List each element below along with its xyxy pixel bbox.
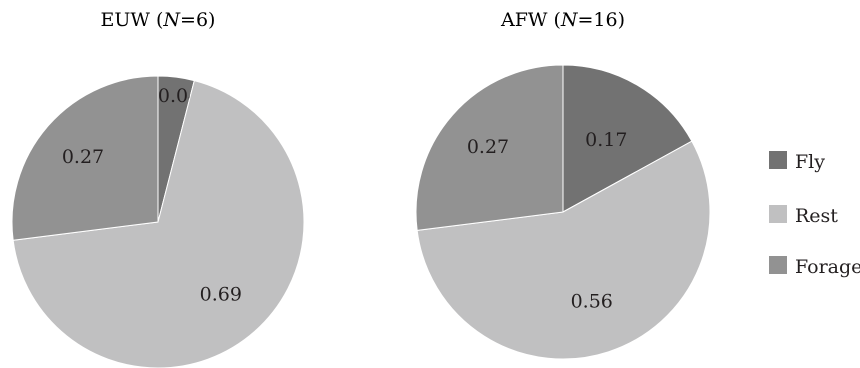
pie-1-label-forage: 0.27 [62, 146, 104, 168]
legend-label-forage: Forage [795, 256, 860, 278]
pie-2-title: AFW (N=16) [500, 9, 625, 31]
pie-1-label-rest: 0.69 [200, 283, 242, 305]
legend-label-rest: Rest [795, 205, 838, 227]
pie-2-slice-forage [415, 64, 564, 231]
pie-1: 0.040.690.27 [11, 75, 305, 368]
pie-2-label-fly: 0.17 [585, 129, 627, 151]
legend: Fly Rest Forage [769, 151, 860, 278]
pie-1-title-prefix: EUW ( [101, 9, 164, 31]
pie-1-title-n-symbol: N [162, 9, 181, 31]
pie-1-slice-forage [11, 75, 159, 241]
pie-1-slice-rest [12, 79, 305, 368]
pie-2: 0.17 0.56 0.27 [415, 64, 711, 360]
legend-label-fly: Fly [795, 151, 825, 173]
legend-swatch-fly [769, 151, 787, 169]
legend-swatch-rest [769, 205, 787, 223]
pie-2-title-prefix: AFW ( [500, 9, 561, 31]
pie-1-title: EUW (N=6) [101, 9, 216, 31]
pie-1-title-n-text: =6) [180, 9, 215, 31]
pie-2-title-n-text: =16) [578, 9, 626, 31]
pie-2-slice-rest [416, 140, 711, 360]
pie-2-slice-fly [562, 64, 693, 213]
pie-2-title-n-symbol: N [560, 9, 579, 31]
pie-2-label-rest: 0.56 [571, 290, 613, 312]
legend-swatch-forage [769, 256, 787, 274]
pie-2-label-forage: 0.27 [467, 136, 509, 158]
